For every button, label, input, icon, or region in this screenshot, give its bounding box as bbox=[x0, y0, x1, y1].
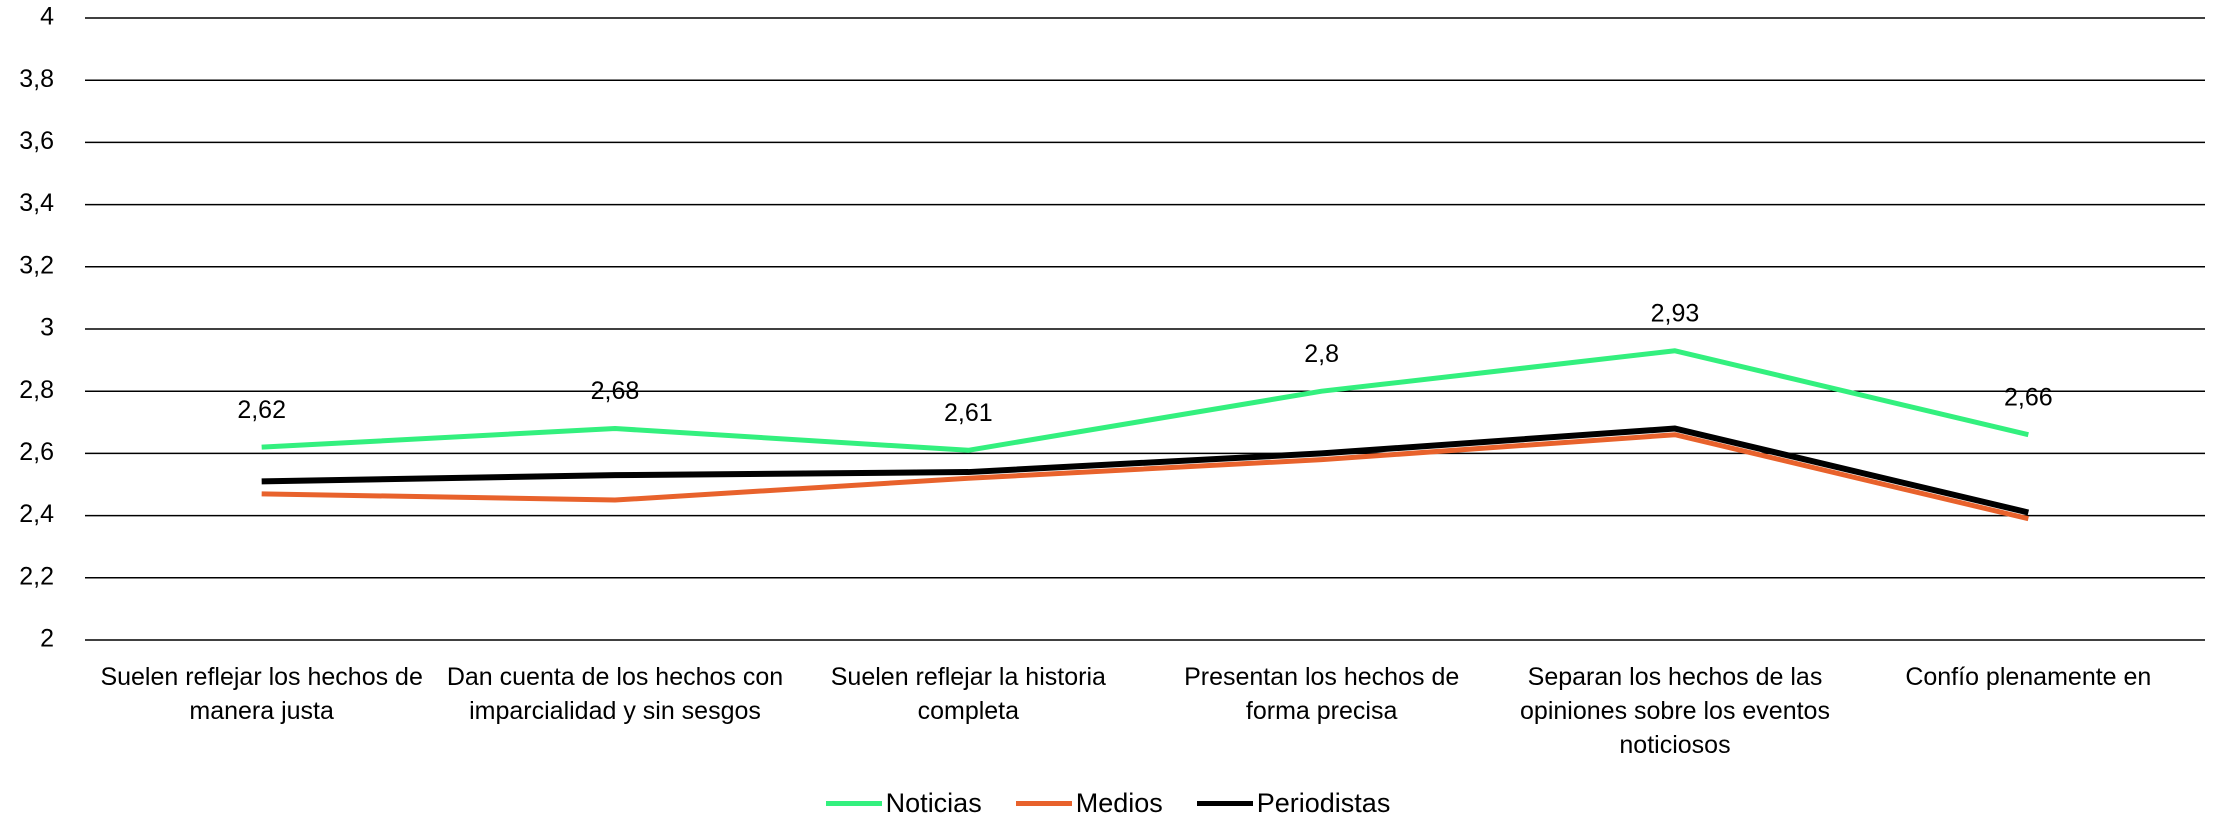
legend-label: Periodistas bbox=[1256, 788, 1391, 818]
legend-item: Periodistas bbox=[1196, 788, 1391, 819]
y-tick-label: 3 bbox=[40, 314, 54, 342]
legend-label: Medios bbox=[1075, 788, 1163, 818]
series-line bbox=[261, 425, 2030, 516]
y-tick-label: 4 bbox=[40, 3, 54, 31]
legend-swatch bbox=[825, 801, 882, 806]
y-tick-label: 2,8 bbox=[19, 376, 54, 404]
y-tick-label: 3,2 bbox=[19, 251, 54, 279]
data-label: 2,68 bbox=[591, 377, 640, 405]
y-tick-label: 3,8 bbox=[19, 65, 54, 93]
x-tick-label: Suelen reflejar la historia completa bbox=[830, 663, 1106, 725]
legend-item: Noticias bbox=[825, 788, 982, 819]
legend-item: Medios bbox=[1015, 788, 1163, 819]
y-tick-label: 2,2 bbox=[19, 562, 54, 590]
y-tick-label: 3,6 bbox=[19, 127, 54, 155]
x-tick-label: Separan los hechos de las opiniones sobr… bbox=[1520, 663, 1830, 759]
legend-swatch bbox=[1196, 801, 1253, 806]
series-line bbox=[261, 348, 2029, 453]
data-label: 2,93 bbox=[1651, 299, 1700, 327]
y-tick-label: 3,4 bbox=[19, 189, 54, 217]
y-tick-label: 2,6 bbox=[19, 438, 54, 466]
data-label: 2,66 bbox=[2004, 383, 2053, 411]
y-tick-label: 2 bbox=[40, 625, 54, 653]
data-label: 2,8 bbox=[1304, 340, 1339, 368]
data-label: 2,61 bbox=[944, 399, 993, 427]
x-tick-label: Presentan los hechos de forma precisa bbox=[1184, 663, 1460, 725]
y-tick-label: 2,4 bbox=[19, 500, 54, 528]
data-label: 2,62 bbox=[237, 396, 286, 424]
legend-label: Noticias bbox=[885, 788, 982, 818]
x-tick-label: Confío plenamente en bbox=[1905, 663, 2152, 691]
series-line bbox=[261, 432, 2029, 522]
x-tick-label: Suelen reflejar los hechos de manera jus… bbox=[100, 663, 423, 725]
legend: Noticias Medios Periodistas bbox=[0, 788, 2216, 819]
legend-swatch bbox=[1015, 801, 1072, 806]
x-tick-label: Dan cuenta de los hechos con imparcialid… bbox=[446, 663, 784, 725]
